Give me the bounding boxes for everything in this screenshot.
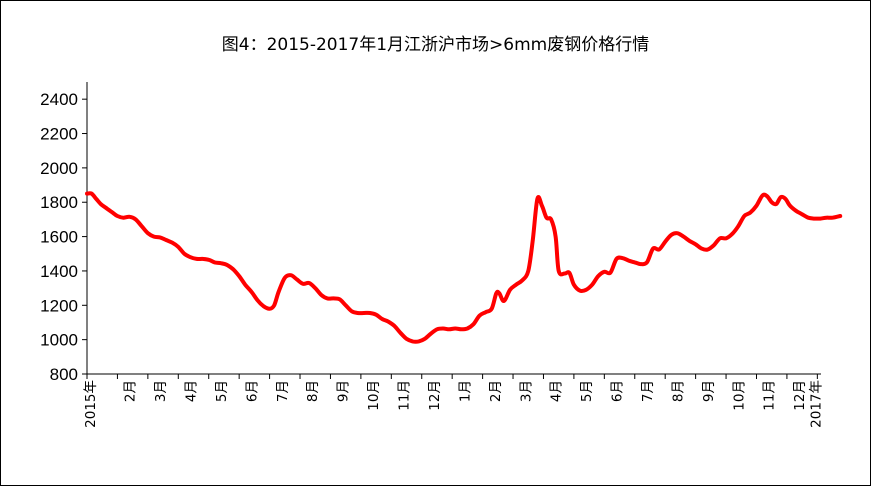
x-tick-label: 4月: [184, 380, 200, 402]
y-tick-label: 1800: [40, 193, 78, 212]
x-tick-label: 12月: [792, 380, 808, 411]
x-tick-label: 8月: [670, 380, 686, 402]
y-tick-label: 2400: [40, 90, 78, 109]
x-tick-label: 11月: [762, 380, 778, 411]
x-tick-label: 9月: [336, 380, 352, 402]
x-tick-label: 2月: [123, 380, 139, 402]
x-tick-label: 5月: [579, 380, 595, 402]
y-tick-label: 2200: [40, 125, 78, 144]
x-tick-label: 7月: [275, 380, 291, 402]
x-tick-label: 6月: [244, 380, 260, 402]
x-tick-label: 5月: [214, 380, 230, 402]
x-tick-label: 9月: [701, 380, 717, 402]
x-tick-label: 1月: [457, 380, 473, 402]
x-tick-label: 4月: [549, 380, 565, 402]
y-tick-label: 1600: [40, 228, 78, 247]
x-tick-label: 8月: [305, 380, 321, 402]
x-tick-label: 10月: [366, 380, 382, 411]
x-tick-label: 12月: [427, 380, 443, 411]
x-tick-label: 2月: [488, 380, 504, 402]
y-tick-label: 800: [50, 365, 78, 384]
y-tick-label: 1000: [40, 331, 78, 350]
y-tick-label: 2000: [40, 159, 78, 178]
x-tick-label: 2017年: [808, 380, 824, 428]
x-tick-label: 3月: [518, 380, 534, 402]
series-line-0: [85, 191, 843, 344]
x-tick-label: 11月: [397, 380, 413, 411]
x-tick-label: 6月: [610, 380, 626, 402]
chart-title: 图4：2015-2017年1月江浙沪市场>6mm废钢价格行情: [221, 35, 650, 55]
x-tick-label: 10月: [731, 380, 747, 411]
x-tick-label: 2015年: [83, 380, 99, 428]
x-tick-label: 3月: [153, 380, 169, 402]
y-tick-label: 1200: [40, 296, 78, 315]
y-tick-label: 1400: [40, 262, 78, 281]
x-tick-label: 7月: [640, 380, 656, 402]
